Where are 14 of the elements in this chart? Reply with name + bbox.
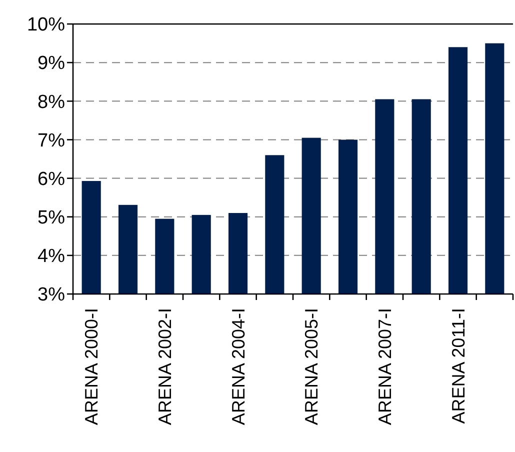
x-tick-label: ARENA 2004-I: [228, 308, 248, 426]
y-tick-label: 4%: [38, 246, 66, 268]
x-tick-label: ARENA 2011-I: [448, 308, 468, 424]
y-tick-label: 9%: [38, 53, 66, 74]
y-tick-label: 7%: [38, 130, 66, 152]
y-tick-label: 10%: [26, 14, 66, 36]
x-tick-label: ARENA 2000-I: [82, 308, 102, 426]
y-tick-label: 6%: [38, 168, 66, 190]
y-tick-label: 5%: [38, 208, 66, 229]
x-tick-label: ARENA 2007-I: [374, 308, 395, 426]
y-tick-label: 8%: [38, 92, 66, 113]
x-tick-label: ARENA 2005-I: [302, 308, 322, 426]
y-tick-label: 3%: [38, 284, 66, 306]
x-tick-label: ARENA 2002-I: [154, 308, 175, 426]
